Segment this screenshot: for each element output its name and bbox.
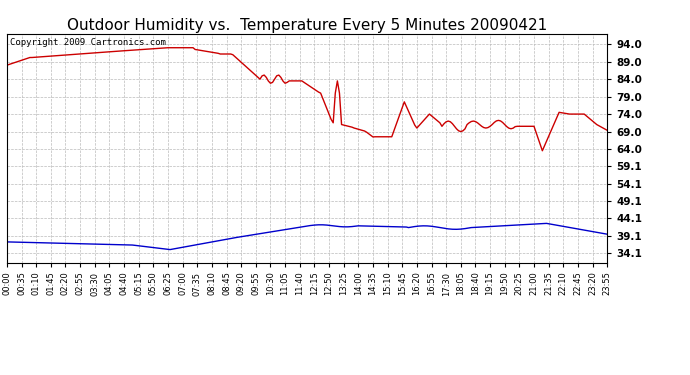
Text: Copyright 2009 Cartronics.com: Copyright 2009 Cartronics.com bbox=[10, 38, 166, 47]
Title: Outdoor Humidity vs.  Temperature Every 5 Minutes 20090421: Outdoor Humidity vs. Temperature Every 5… bbox=[67, 18, 547, 33]
